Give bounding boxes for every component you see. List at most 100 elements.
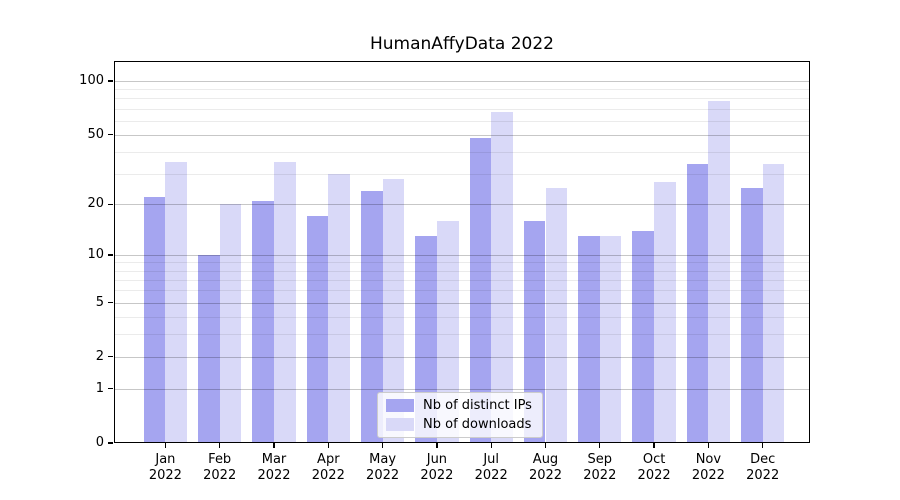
bar-distinct-ips-may xyxy=(360,190,383,443)
x-axis-tick xyxy=(490,443,492,448)
bar-distinct-ips-dec xyxy=(741,187,763,443)
gridline-major xyxy=(114,81,810,83)
x-axis-tick xyxy=(273,443,275,448)
x-axis-tick xyxy=(762,443,764,448)
bar-distinct-ips-nov xyxy=(686,164,709,443)
y-axis-tick-label: 0 xyxy=(95,435,104,450)
bar-distinct-ips-aug xyxy=(523,220,546,443)
bar-distinct-ips-sep xyxy=(578,236,600,443)
gridline-minor xyxy=(114,173,810,175)
gridline-minor xyxy=(114,89,810,91)
legend-swatch-downloads xyxy=(386,418,414,431)
x-axis-tick-label: Sep 2022 xyxy=(572,452,628,483)
x-axis-tick-label: Aug 2022 xyxy=(518,452,574,483)
x-axis-tick-label: Jan 2022 xyxy=(137,452,193,483)
x-label-year: 2022 xyxy=(203,467,237,483)
x-axis-tick xyxy=(436,443,438,448)
bar-distinct-ips-jan xyxy=(143,197,166,443)
bar-distinct-ips-mar xyxy=(252,200,274,443)
x-axis-tick-label: Feb 2022 xyxy=(192,452,248,483)
y-axis-tick-label: 2 xyxy=(95,348,104,364)
x-label-year: 2022 xyxy=(420,467,454,483)
x-axis-tick-label: Apr 2022 xyxy=(300,452,356,483)
bar-downloads-sep xyxy=(599,236,622,443)
gridline-minor xyxy=(114,279,810,281)
plot-area: Nb of distinct IPs Nb of downloads 0 1 2 5 1… xyxy=(79,61,810,483)
legend-item-downloads: Nb of downloads xyxy=(386,417,532,432)
bar-downloads-jun xyxy=(436,220,459,443)
chart-title: HumanAffyData 2022 xyxy=(370,34,554,54)
bar-distinct-ips-apr xyxy=(306,216,329,443)
x-label-year: 2022 xyxy=(366,467,400,483)
bar-downloads-mar xyxy=(274,162,296,443)
gridline-minor xyxy=(114,290,810,292)
x-axis-tick-label: Nov 2022 xyxy=(680,452,736,483)
x-label-month: Dec xyxy=(750,452,776,467)
gridline-minor xyxy=(114,108,810,110)
x-label-year: 2022 xyxy=(691,467,725,483)
gridline-minor xyxy=(114,270,810,272)
x-label-month: Sep xyxy=(587,452,613,467)
x-label-month: Feb xyxy=(208,452,232,467)
x-axis-tick xyxy=(164,443,167,448)
x-axis-tick-label: May 2022 xyxy=(355,452,411,483)
x-label-year: 2022 xyxy=(474,467,508,483)
bar-downloads-oct xyxy=(654,181,676,443)
x-label-year: 2022 xyxy=(637,467,671,483)
x-axis-tick xyxy=(707,443,710,448)
y-axis-tick-label: 100 xyxy=(79,73,104,89)
bar-downloads-feb xyxy=(219,204,242,443)
gridline-major xyxy=(114,204,810,206)
x-label-month: Aug xyxy=(532,452,559,467)
bar-distinct-ips-feb xyxy=(198,255,220,443)
y-axis-tick-label: 50 xyxy=(87,126,104,142)
x-label-year: 2022 xyxy=(311,467,345,483)
x-axis-tick xyxy=(599,443,601,448)
bar-downloads-jan xyxy=(165,162,188,443)
bar-distinct-ips-oct xyxy=(632,230,655,443)
y-axis-tick-label: 1 xyxy=(95,380,104,396)
x-label-month: May xyxy=(369,452,397,467)
gridline-minor xyxy=(114,334,810,336)
x-label-year: 2022 xyxy=(257,467,291,483)
gridline-major xyxy=(114,302,810,304)
legend-label-distinct-ips: Nb of distinct IPs xyxy=(423,398,532,413)
y-axis-tick xyxy=(108,356,113,358)
x-axis-tick-label: Oct 2022 xyxy=(626,452,682,483)
x-label-month: Jun xyxy=(426,452,448,467)
bar-distinct-ips-jun xyxy=(415,236,437,443)
y-axis-tick xyxy=(108,301,113,304)
y-axis-tick xyxy=(108,203,113,205)
y-axis-tick-label: 5 xyxy=(95,294,104,310)
x-axis-tick-label: Jul 2022 xyxy=(463,452,519,483)
legend-label-downloads: Nb of downloads xyxy=(423,417,532,432)
y-axis-tick-label: 10 xyxy=(87,247,104,262)
y-axis-tick-label: 20 xyxy=(87,196,104,212)
x-label-month: Nov xyxy=(695,452,722,467)
x-axis-tick xyxy=(653,443,655,448)
x-label-year: 2022 xyxy=(528,467,563,483)
bar-distinct-ips-jul xyxy=(469,137,492,443)
y-axis-tick xyxy=(108,387,113,390)
gridline-minor xyxy=(114,98,810,100)
gridline-major xyxy=(114,255,810,256)
bar-downloads-dec xyxy=(762,164,785,443)
y-axis-tick xyxy=(108,442,113,444)
bar-downloads-apr xyxy=(328,173,350,443)
x-label-month: Jan xyxy=(155,452,176,467)
x-label-month: Mar xyxy=(261,452,287,467)
x-label-year: 2022 xyxy=(148,467,182,483)
gridline-major xyxy=(114,356,810,358)
bar-downloads-may xyxy=(382,178,405,443)
x-axis-tick-label: Mar 2022 xyxy=(246,452,302,483)
gridline-major xyxy=(114,388,810,390)
x-label-year: 2022 xyxy=(583,467,617,483)
x-axis-tick-label: Jun 2022 xyxy=(409,452,465,483)
gridline-major xyxy=(114,134,810,136)
x-label-month: Oct xyxy=(642,452,666,467)
bar-downloads-jul xyxy=(491,112,513,443)
x-label-year: 2022 xyxy=(746,467,780,483)
gridline-minor xyxy=(114,316,810,318)
bar-downloads-aug xyxy=(545,187,568,443)
